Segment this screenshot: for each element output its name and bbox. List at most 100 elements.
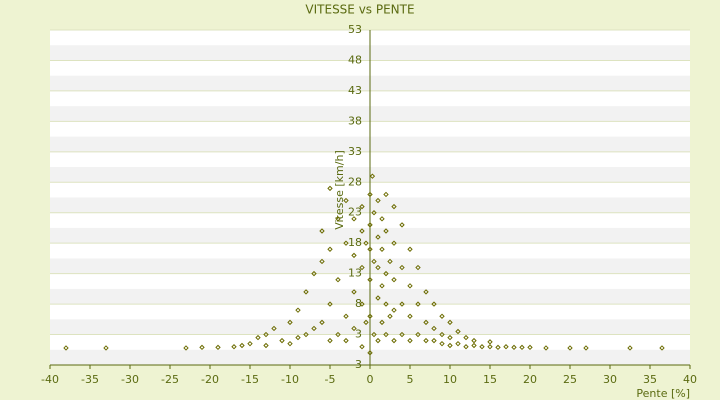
point	[391, 337, 397, 344]
point	[439, 313, 445, 319]
point	[327, 246, 333, 252]
y-tick-label: 33	[348, 145, 362, 158]
y-tick-label: 8	[355, 297, 362, 310]
point	[387, 313, 393, 319]
point	[343, 240, 349, 246]
y-tick-label: 48	[348, 53, 362, 66]
x-tick-label: -15	[241, 373, 259, 386]
point	[447, 334, 453, 341]
y-tick-label: 43	[348, 84, 362, 97]
y-tick-label: 18	[348, 236, 362, 249]
x-tick-label: 25	[563, 373, 577, 386]
point	[335, 331, 341, 338]
x-tick-label: 35	[643, 373, 657, 386]
x-tick-label: -20	[201, 373, 219, 386]
point	[319, 319, 325, 326]
point	[351, 216, 357, 222]
point	[279, 337, 285, 344]
point	[231, 344, 237, 350]
point	[327, 301, 333, 307]
point	[369, 173, 376, 179]
x-tick-label: 15	[483, 373, 497, 386]
point	[359, 203, 365, 210]
point	[479, 344, 485, 350]
y-tick-label: 13	[348, 267, 362, 280]
point	[263, 331, 269, 338]
point	[383, 331, 389, 338]
point	[471, 342, 477, 349]
point	[423, 289, 429, 295]
point	[399, 301, 405, 307]
y-tick-label: 53	[348, 23, 362, 36]
point	[199, 344, 205, 351]
point	[335, 277, 341, 283]
y-tick-label: 3	[355, 328, 362, 341]
point	[287, 319, 293, 326]
point	[455, 340, 461, 347]
point	[391, 203, 397, 210]
point	[335, 216, 341, 222]
point	[495, 344, 501, 351]
point	[627, 345, 633, 351]
point	[367, 277, 373, 283]
point	[375, 295, 381, 301]
point	[311, 325, 317, 332]
point	[659, 345, 665, 351]
point	[383, 191, 389, 198]
point	[375, 264, 381, 271]
point	[311, 270, 317, 277]
point	[439, 331, 445, 338]
point	[367, 350, 373, 356]
point	[379, 283, 385, 289]
x-axis-label: Pente [%]	[636, 387, 690, 400]
x-tick-label: 5	[407, 373, 414, 386]
point	[367, 191, 373, 198]
point	[351, 325, 357, 332]
chart-title: VITESSE vs PENTE	[305, 3, 414, 17]
point	[371, 210, 377, 216]
point	[527, 344, 533, 351]
point	[319, 258, 325, 265]
point	[519, 344, 525, 351]
x-tick-label: 40	[683, 373, 697, 386]
point	[367, 222, 373, 228]
point	[399, 331, 405, 338]
point	[391, 240, 397, 246]
point	[343, 337, 349, 344]
point	[567, 345, 573, 351]
point	[359, 344, 365, 350]
point	[447, 342, 453, 349]
point	[379, 246, 385, 252]
x-tick-label: -35	[81, 373, 99, 386]
x-tick-label: 10	[443, 373, 457, 386]
point	[391, 307, 397, 313]
x-tick-label: -25	[161, 373, 179, 386]
point	[303, 331, 309, 338]
point	[543, 345, 549, 351]
point	[407, 337, 413, 344]
y-tick-label: 23	[348, 206, 362, 219]
point	[387, 258, 393, 265]
point	[351, 252, 357, 259]
point	[415, 264, 421, 271]
point	[327, 337, 333, 344]
point	[511, 344, 517, 351]
point	[455, 328, 461, 335]
point	[407, 246, 413, 252]
point	[375, 197, 381, 204]
point	[431, 301, 437, 307]
point	[367, 246, 373, 252]
y-tick-label: 38	[348, 114, 362, 127]
point	[503, 344, 509, 350]
point	[399, 222, 405, 228]
point	[295, 334, 301, 341]
y-tick-label: 28	[348, 175, 362, 188]
point	[359, 228, 365, 234]
point	[379, 319, 385, 326]
point	[319, 228, 325, 234]
point	[367, 313, 373, 319]
point	[399, 264, 405, 271]
point	[423, 319, 429, 326]
point	[447, 319, 453, 326]
point	[287, 340, 293, 347]
